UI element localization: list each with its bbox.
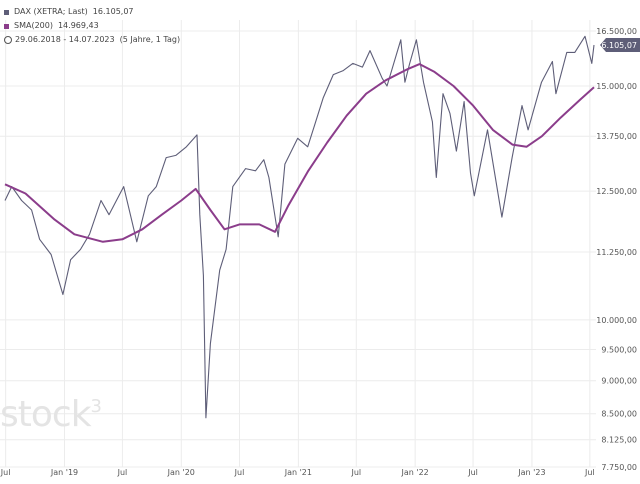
x-axis: Jul Jan '19 Jul Jan '20 Jul Jan '21 Jul Jan '22… — [0, 468, 595, 477]
x-tick-label: Jan '19 — [50, 468, 78, 477]
legend-value-dax: 16.105,07 — [92, 7, 134, 16]
range-label: 29.06.2018 - 14.07.2023 — [15, 35, 115, 44]
y-tick-label: 9.000,00 — [601, 377, 637, 386]
x-tick-label: Jul — [467, 468, 478, 477]
legend-swatch-dax — [4, 9, 9, 15]
x-tick-label: Jul — [350, 468, 361, 477]
y-tick-label: 13.750,00 — [596, 132, 637, 141]
legend-item-dax: DAX (XETRA; Last) 16.105,07 — [4, 5, 180, 19]
last-value-badge — [600, 37, 640, 52]
watermark-sup: 3 — [90, 396, 102, 417]
last-value-badge-text: 16.105,07 — [596, 41, 637, 50]
x-tick-label: Jul — [584, 468, 595, 477]
legend-range: 29.06.2018 - 14.07.2023 (5 Jahre, 1 Tag) — [4, 33, 180, 47]
last-value-badge-group: 16.105,07 — [596, 37, 640, 52]
x-tick-label: Jan '22 — [401, 468, 429, 477]
legend-value-sma: 14.969,43 — [57, 21, 99, 30]
y-tick-label: 8.125,00 — [601, 436, 637, 445]
y-axis: 16.500,00 15.000,00 13.750,00 12.500,00 11.2… — [596, 27, 637, 472]
x-tick-label: Jan '21 — [284, 468, 312, 477]
x-tick-label: Jul — [117, 468, 128, 477]
watermark-text: stock — [0, 394, 92, 435]
legend-swatch-sma — [4, 23, 9, 29]
legend: DAX (XETRA; Last) 16.105,07 SMA(200) 14.… — [4, 5, 180, 47]
y-tick-label: 12.500,00 — [596, 187, 637, 196]
grid-layer — [0, 20, 596, 468]
x-tick-label: Jul — [234, 468, 245, 477]
legend-label-sma: SMA(200) — [14, 21, 53, 30]
x-tick-label: Jul — [0, 468, 10, 477]
series-layer — [4, 35, 595, 419]
y-tick-label: 16.500,00 — [596, 27, 637, 36]
y-tick-label: 10.000,00 — [596, 316, 637, 325]
range-suffix: (5 Jahre, 1 Tag) — [119, 35, 181, 44]
y-tick-label: 8.500,00 — [601, 410, 637, 419]
legend-label-dax: DAX (XETRA; Last) — [14, 7, 88, 16]
legend-item-sma: SMA(200) 14.969,43 — [4, 19, 180, 33]
x-tick-label: Jan '20 — [167, 468, 195, 477]
sma200-line — [4, 63, 595, 243]
y-tick-label: 7.750,00 — [601, 463, 637, 472]
y-tick-label: 15.000,00 — [596, 82, 637, 91]
clock-icon — [4, 36, 12, 44]
y-tick-label: 11.250,00 — [596, 248, 637, 257]
y-tick-label: 9.500,00 — [601, 346, 637, 355]
x-tick-label: Jan '23 — [517, 468, 545, 477]
dax-price-line — [4, 35, 595, 419]
watermark-logo: stock3 — [0, 394, 102, 435]
